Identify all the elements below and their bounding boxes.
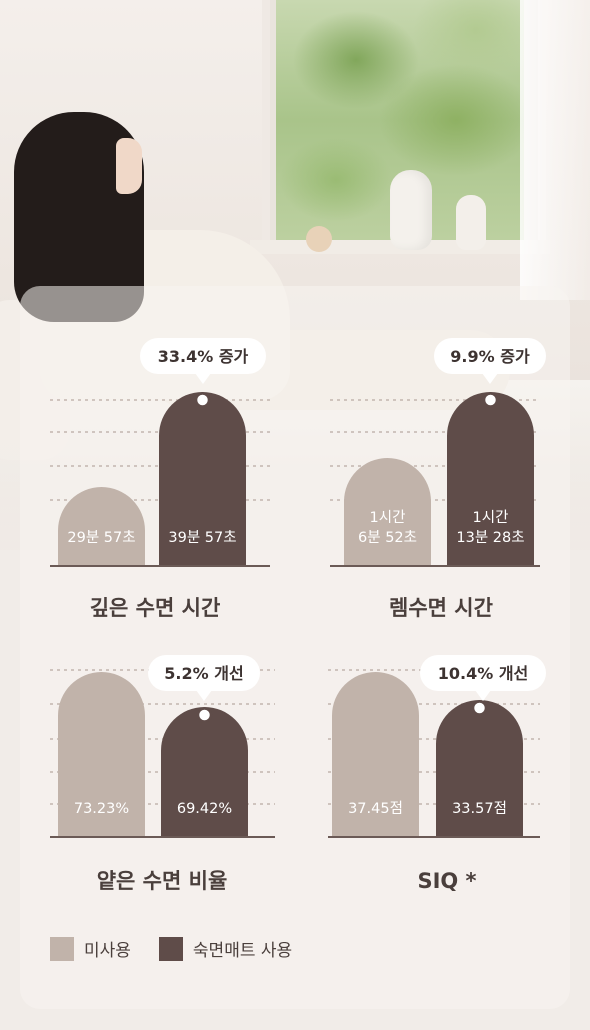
annotation-pointer-3 bbox=[475, 690, 491, 701]
annotation-pointer-2 bbox=[196, 690, 212, 701]
bar-1-1 bbox=[447, 392, 534, 566]
decor-ball bbox=[306, 226, 332, 252]
annotation-bubble-0 bbox=[140, 338, 266, 374]
vase bbox=[390, 170, 432, 250]
annotation-pointer-0 bbox=[195, 373, 211, 384]
bar-value-label-0-0: 29분 57초 bbox=[67, 530, 135, 546]
bar-2-0 bbox=[58, 672, 145, 837]
bar-2-1 bbox=[161, 707, 248, 837]
legend-label-before: 미사용 bbox=[84, 941, 131, 961]
chart-title-0: 깊은 수면 시간 bbox=[90, 596, 221, 620]
annotation-bubble-3 bbox=[420, 655, 546, 691]
chart-title-1: 렘수면 시간 bbox=[389, 596, 493, 620]
annotation-bubble-1 bbox=[434, 338, 546, 374]
woman-face bbox=[116, 138, 142, 194]
annotation-bubble-2 bbox=[148, 655, 260, 691]
bar-value-label-1-1: 1시간 bbox=[473, 509, 509, 526]
bar-value-label-0-1: 39분 57초 bbox=[168, 530, 236, 546]
bar-marker-3 bbox=[471, 700, 488, 716]
annotation-pointer-1 bbox=[482, 373, 498, 384]
bar-value-label-2-0: 73.23% bbox=[74, 801, 129, 817]
bar-value-label-2-1: 69.42% bbox=[177, 801, 232, 817]
vase-small bbox=[456, 195, 486, 250]
bar-value-label-1-0: 6분 52초 bbox=[358, 530, 417, 546]
legend-label-after: 숙면매트 사용 bbox=[192, 941, 293, 961]
bar-value-label-1-0: 1시간 bbox=[370, 509, 406, 526]
legend: 미사용 숙면매트 사용 bbox=[50, 936, 320, 961]
annotation-text-1: 9.9% 증가 bbox=[450, 347, 530, 366]
bar-marker-1 bbox=[482, 392, 499, 408]
bar-value-label-1-1: 13분 28초 bbox=[456, 530, 524, 546]
bar-3-1 bbox=[436, 699, 523, 837]
legend-item-before: 미사용 bbox=[50, 936, 131, 961]
bar-marker-2 bbox=[196, 707, 213, 723]
bar-0-0 bbox=[58, 487, 145, 566]
bar-value-label-3-0: 37.45점 bbox=[348, 800, 403, 817]
bar-value-label-3-1: 33.57점 bbox=[452, 800, 507, 817]
bar-marker-0 bbox=[194, 392, 211, 408]
annotation-text-2: 5.2% 개선 bbox=[164, 664, 243, 683]
chart-title-2: 얕은 수면 비율 bbox=[97, 869, 228, 893]
curtain bbox=[520, 0, 590, 300]
annotation-text-0: 33.4% 증가 bbox=[158, 347, 249, 366]
legend-swatch-before bbox=[50, 936, 74, 961]
annotation-text-3: 10.4% 개선 bbox=[438, 664, 529, 683]
legend-item-after: 숙면매트 사용 bbox=[158, 936, 293, 961]
bar-3-0 bbox=[332, 672, 419, 837]
bar-1-0 bbox=[344, 457, 431, 566]
legend-swatch-after bbox=[158, 936, 183, 961]
chart-title-3: SIQ * bbox=[417, 869, 476, 893]
bar-0-1 bbox=[159, 392, 246, 566]
